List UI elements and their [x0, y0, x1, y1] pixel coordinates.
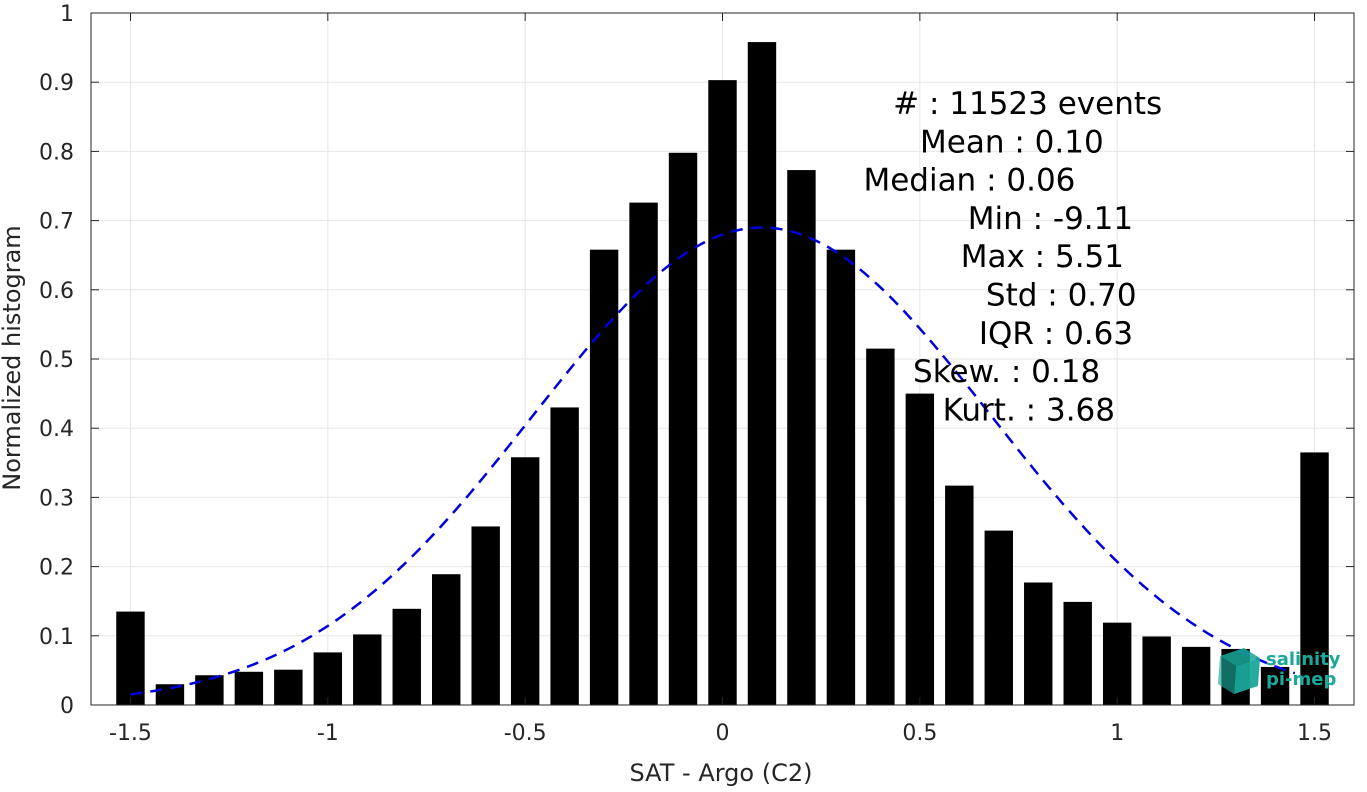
histogram-bar [1102, 622, 1132, 705]
histogram-bar [471, 526, 500, 705]
histogram-bar [708, 80, 737, 705]
histogram-bar [866, 348, 895, 705]
histogram-bar [629, 202, 658, 705]
stat-line: Skew. : 0.18 [913, 354, 1100, 390]
bars-layer [116, 42, 1329, 706]
stat-line: # : 11523 events [893, 86, 1162, 122]
histogram-bar [313, 652, 343, 705]
histogram-bar [392, 608, 421, 705]
histogram-bar [905, 393, 935, 705]
y-tick-label: 0.9 [39, 71, 74, 96]
gaussian-fit-curve [130, 226, 1296, 696]
stat-line: Min : -9.11 [968, 201, 1133, 237]
x-tick-label: 1 [1110, 721, 1124, 746]
histogram-bar [116, 611, 145, 705]
histogram-bar [984, 530, 1013, 705]
salinity-pimep-logo: salinity pi-mep [1218, 648, 1341, 694]
salinity-cube-icon [1218, 648, 1260, 694]
y-tick-label: 0.7 [39, 210, 74, 235]
histogram-bar [274, 669, 303, 705]
histogram-bar [234, 671, 264, 705]
x-tick-label: -1.5 [109, 721, 152, 746]
histogram-bar [1142, 636, 1171, 705]
y-tick-label: 0.6 [39, 279, 74, 304]
histogram-bar [155, 684, 185, 705]
y-axis-label: Normalized histogram [0, 225, 26, 490]
histogram-bar [510, 457, 540, 705]
histogram-bar [550, 407, 579, 705]
histogram-bar [826, 249, 856, 705]
x-tick-label: 1.5 [1297, 721, 1332, 746]
histogram-bar [432, 574, 461, 705]
x-tick-label: -0.5 [504, 721, 547, 746]
y-tick-label: 1 [60, 2, 74, 27]
histogram-bar [1181, 646, 1211, 705]
histogram-bar [945, 485, 974, 705]
x-axis-label: SAT - Argo (C2) [630, 759, 813, 787]
y-tick-label: 0.5 [39, 348, 74, 373]
histogram-bar [1260, 666, 1290, 705]
y-tick-label: 0.3 [39, 486, 74, 511]
logo-text-salinity: salinity [1266, 649, 1341, 670]
y-tick-label: 0.4 [39, 417, 74, 442]
stat-line: Mean : 0.10 [920, 124, 1104, 160]
histogram-bar [1300, 452, 1329, 705]
histogram-bar [1063, 601, 1092, 705]
y-tick-label: 0 [60, 694, 74, 719]
y-tick-label: 0.1 [39, 625, 74, 650]
y-tick-label: 0.2 [39, 556, 74, 581]
stat-line: Median : 0.06 [863, 163, 1075, 199]
histogram-bar [747, 42, 777, 705]
stat-line: Kurt. : 3.68 [943, 392, 1115, 428]
fit-curve-layer [130, 226, 1296, 696]
x-tick-label: 0 [716, 721, 730, 746]
logo-text-pimep: pi-mep [1266, 669, 1336, 690]
y-tick-label: 0.8 [39, 140, 74, 165]
stat-line: Std : 0.70 [986, 278, 1137, 314]
ticks-layer: -1.5 -1 -0.5 0 0.5 1 1.5 0 0.1 0.2 0.3 0.4 0.5 0.6 0.7… [39, 2, 1354, 746]
histogram-bar [668, 152, 698, 705]
stat-line: Max : 5.51 [961, 239, 1124, 275]
x-tick-label: -1 [317, 721, 339, 746]
histogram-bar [353, 634, 382, 705]
histogram-bar [787, 170, 816, 706]
stat-line: IQR : 0.63 [979, 316, 1133, 352]
histogram-bar [589, 249, 619, 705]
histogram-bar [1024, 582, 1053, 705]
x-tick-label: 0.5 [902, 721, 937, 746]
